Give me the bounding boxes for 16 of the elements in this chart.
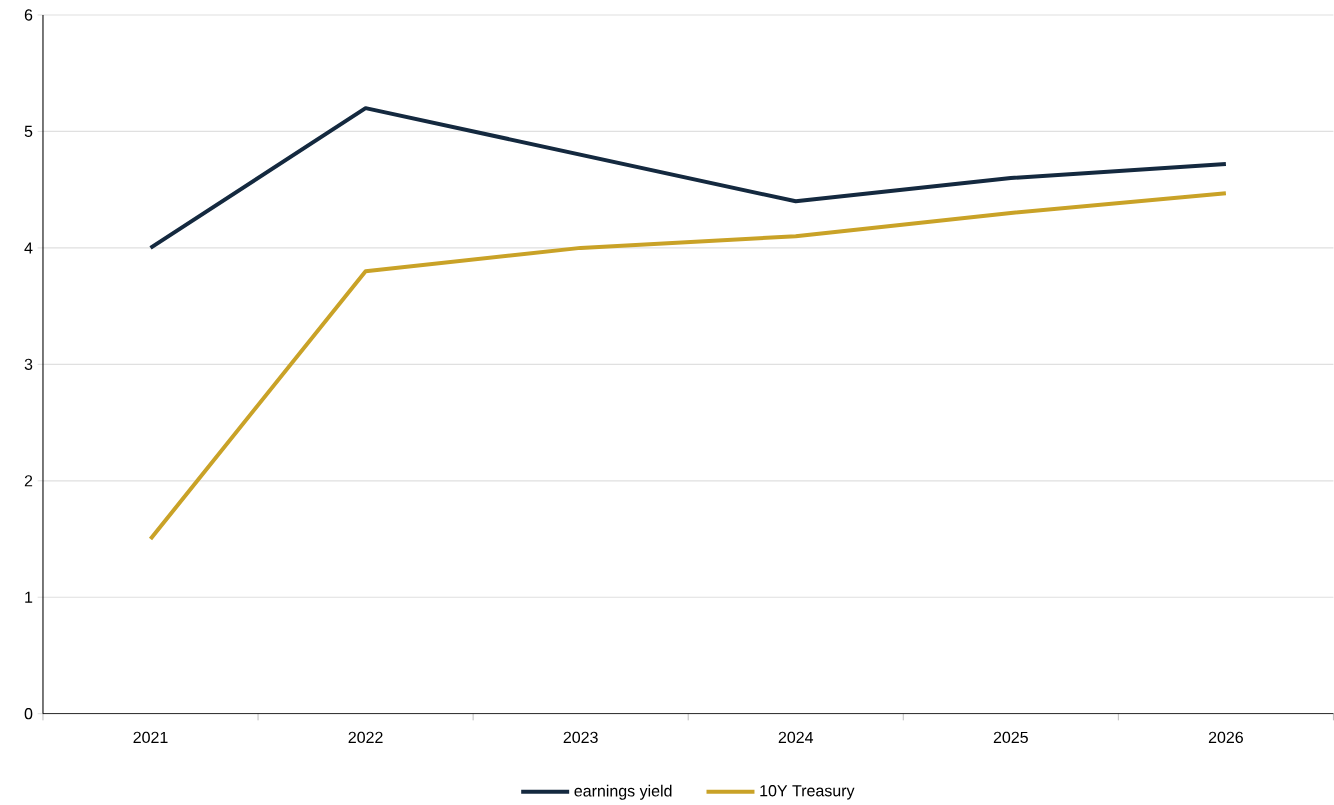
legend-label: 10Y Treasury bbox=[760, 785, 855, 800]
x-tick-label: 2023 bbox=[563, 731, 598, 744]
y-tick-label: 0 bbox=[24, 708, 33, 720]
x-tick-label: 2022 bbox=[348, 731, 383, 744]
y-tick-label: 3 bbox=[24, 358, 33, 371]
x-tick-label: 2021 bbox=[133, 731, 168, 744]
y-tick-label: 4 bbox=[24, 242, 33, 254]
line-series bbox=[148, 191, 1228, 542]
x-tick-label: 2026 bbox=[1208, 731, 1243, 744]
y-tick-label: 1 bbox=[25, 591, 33, 603]
y-tick-label: 2 bbox=[24, 475, 33, 487]
legend-label: earnings yield bbox=[574, 785, 672, 800]
y-tick-label: 5 bbox=[24, 126, 33, 138]
x-tick-label: 2024 bbox=[778, 731, 814, 744]
y-tick-label: 6 bbox=[24, 9, 33, 21]
x-tick-label: 2025 bbox=[993, 731, 1028, 744]
